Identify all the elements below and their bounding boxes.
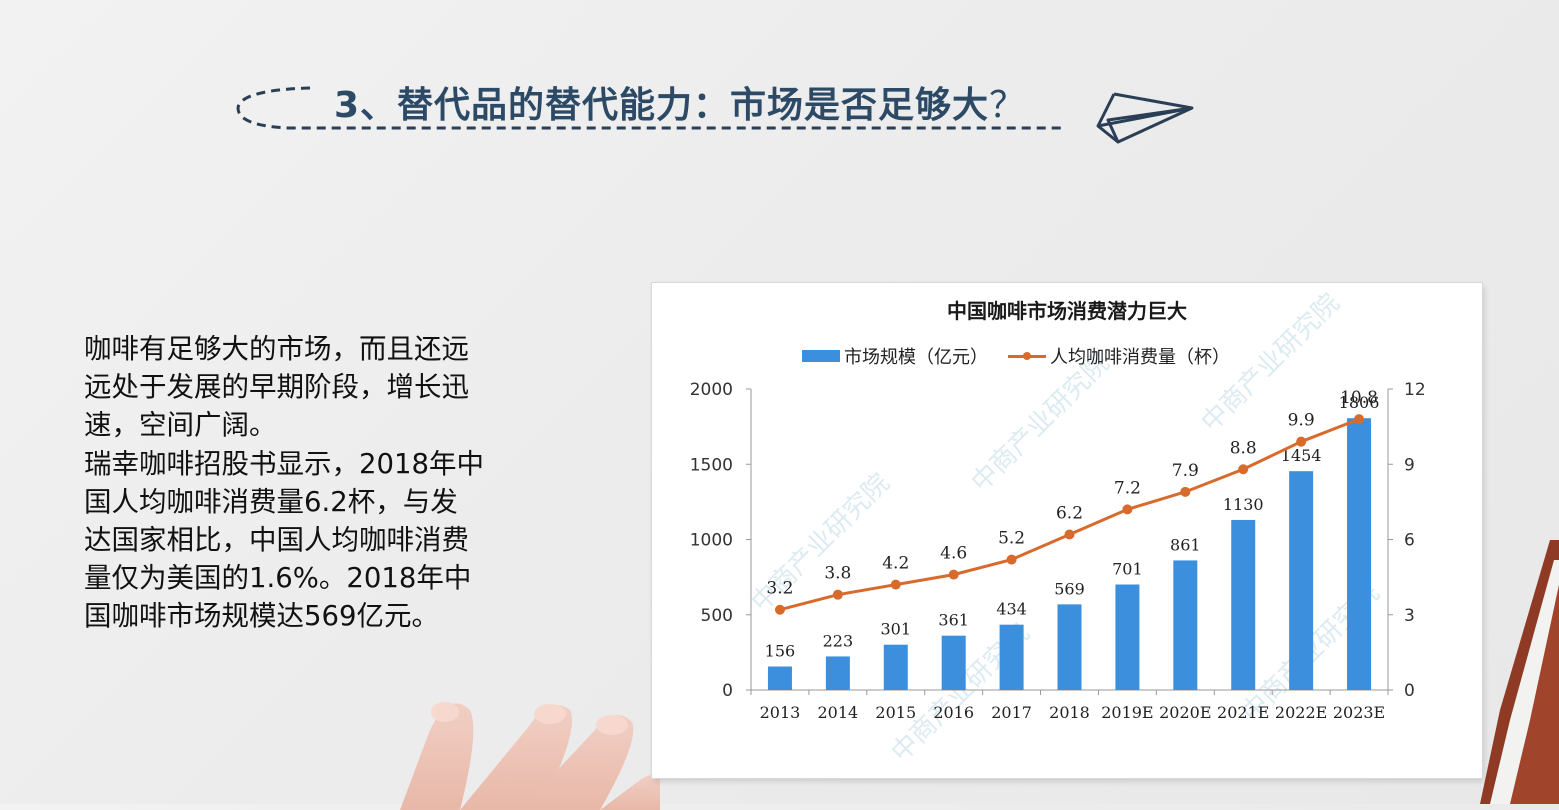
bar-value-label: 301 [880,620,911,639]
left-y-tick-label: 0 [722,681,733,701]
bar-market-size [883,644,908,690]
legend-label: 市场规模（亿元） [844,347,988,368]
slide-title-text: 3、替代品的替代能力：市场是否足够大 [334,85,990,126]
x-tick-label: 2020E [1159,703,1211,722]
body-line: 瑞幸咖啡招股书显示，2018年中 [84,447,484,480]
x-tick-label: 2017 [991,703,1032,722]
body-line: 量仅为美国的1.6%。2018年中 [84,562,472,595]
body-line: 远处于发展的早期阶段，增长迅 [84,371,469,404]
x-tick-label: 2019E [1101,703,1153,722]
bar-value-label: 361 [938,611,969,630]
line-value-label: 10.8 [1340,388,1378,408]
body-line: 达国家相比，中国人均咖啡消费 [84,524,469,557]
line-value-label: 5.2 [998,529,1025,549]
paper-plane-icon [1096,92,1194,144]
line-value-label: 6.2 [1056,503,1083,523]
legend-line-swatch-icon [1008,350,1046,362]
line-marker [1180,486,1191,497]
chart-legend: 市场规模（亿元） 人均咖啡消费量（杯） [802,343,1230,369]
line-value-label: 7.2 [1114,478,1141,498]
bar-market-size [1289,471,1314,690]
line-marker [1064,529,1075,540]
legend-item-per-capita: 人均咖啡消费量（杯） [1008,343,1230,369]
x-tick-label: 2023E [1333,703,1385,722]
line-value-label: 4.2 [882,554,909,574]
bar-market-size [1231,519,1256,690]
line-value-label: 3.2 [766,579,793,599]
bar-market-size [1057,604,1082,690]
bar-market-size [1347,418,1372,690]
body-line: 速，空间广阔。 [84,409,277,442]
line-marker [832,589,843,600]
bar-value-label: 569 [1054,579,1085,598]
left-y-tick-label: 1500 [690,455,733,475]
body-text: 咖啡有足够大的市场，而且还远 远处于发展的早期阶段，增长迅 速，空间广阔。 瑞幸… [84,330,554,636]
line-marker [1006,554,1017,565]
bar-market-size [999,624,1024,690]
svg-text:中商产业研究院: 中商产业研究院 [966,348,1116,498]
x-tick-label: 2016 [933,703,974,722]
line-marker [1296,436,1307,447]
legend-bar-swatch-icon [802,350,840,362]
bar-value-label: 156 [765,642,796,661]
bar-value-label: 861 [1170,535,1201,554]
bar-market-size [941,635,966,690]
line-marker [1354,414,1365,425]
slide-title: 3、替代品的替代能力：市场是否足够大？ [334,76,1026,128]
x-tick-label: 2015 [875,703,916,722]
x-tick-label: 2013 [760,703,801,722]
left-y-tick-label: 500 [701,606,733,626]
hand-photo-decoration [400,702,660,810]
bar-market-size [825,656,850,690]
dashed-ellipse-decoration [236,86,1065,130]
right-y-tick-label: 3 [1404,606,1415,626]
x-tick-label: 2021E [1217,703,1269,722]
body-line: 咖啡有足够大的市场，而且还远 [84,333,469,365]
chart-card: 中商产业研究院 中商产业研究院 中商产业研究院 中商产业研究院 中商产业研究院 … [652,283,1482,778]
right-y-tick-label: 9 [1404,455,1415,475]
bar-value-label: 1130 [1223,495,1264,514]
bar-market-size [1173,560,1198,690]
line-value-label: 8.8 [1230,438,1257,458]
line-marker [774,604,785,615]
bar-value-label: 223 [823,631,854,650]
x-tick-label: 2022E [1275,703,1327,722]
legend-item-market-size: 市场规模（亿元） [802,343,988,369]
body-line: 国人均咖啡消费量6.2杯，与发 [84,485,458,518]
line-value-label: 4.6 [940,544,967,564]
right-y-tick-label: 0 [1404,681,1415,701]
line-marker [890,579,901,590]
legend-label: 人均咖啡消费量（杯） [1050,347,1230,368]
left-y-tick-label: 2000 [690,380,733,400]
right-y-tick-label: 6 [1404,531,1415,551]
line-marker [1122,504,1133,515]
bar-value-label: 1806 [1339,393,1380,412]
line-marker [948,569,959,580]
bar-market-size [767,666,792,690]
x-tick-label: 2014 [818,703,859,722]
slide-title-area: 3、替代品的替代能力：市场是否足够大？ [230,70,1220,160]
line-value-label: 7.9 [1172,461,1199,481]
body-line: 国咖啡市场规模达569亿元。 [84,600,439,633]
line-value-label: 9.9 [1288,411,1315,431]
bar-value-label: 434 [996,600,1027,619]
bar-value-label: 701 [1112,559,1143,578]
line-value-label: 3.8 [824,564,851,584]
bar-market-size [1115,584,1140,690]
chart-plot: 中商产业研究院 中商产业研究院 中商产业研究院 中商产业研究院 中商产业研究院 … [690,288,1426,768]
book-photo-decoration [1480,540,1559,804]
right-y-tick-label: 12 [1404,380,1426,400]
chart-title: 中国咖啡市场消费潜力巨大 [947,299,1187,323]
line-marker [1238,464,1249,475]
left-y-tick-label: 1000 [690,531,733,551]
bar-value-label: 1454 [1281,446,1322,465]
slide-title-question-mark: ？ [989,85,1027,126]
x-tick-label: 2018 [1049,703,1090,722]
